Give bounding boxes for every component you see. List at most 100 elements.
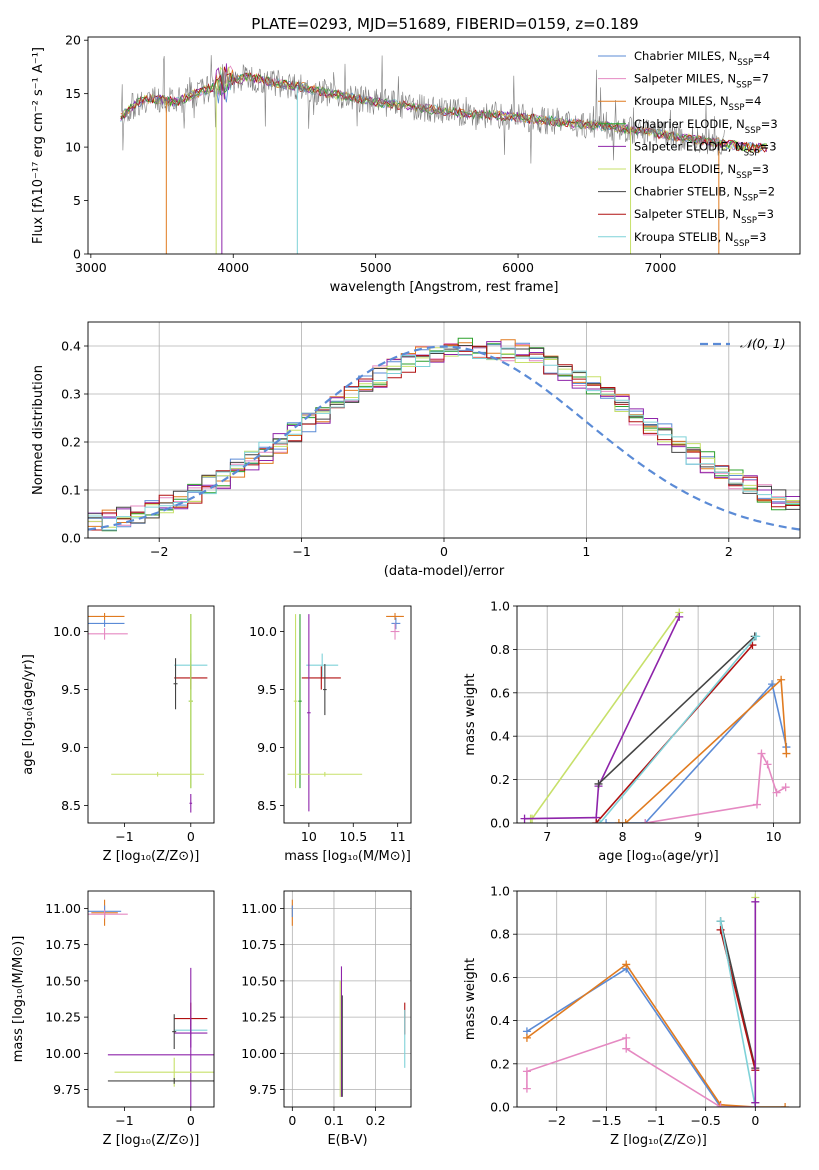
y-tick-label: 20 [65, 33, 81, 48]
model-spectrum-line [120, 66, 768, 153]
mass-weight-marker [592, 819, 601, 823]
x-tick-label: 0.2 [366, 1113, 386, 1128]
y-axis-label: age [log₁₀(age/yr)] [21, 654, 36, 775]
y-tick-label: 0.1 [61, 483, 81, 498]
x-tick-label: 4000 [217, 260, 249, 275]
errorbar-point [88, 612, 125, 620]
x-tick-label: −2 [150, 544, 168, 559]
y-axis-label: Flux [fλ10⁻¹⁷ erg cm⁻² s⁻¹ A⁻¹] [31, 47, 46, 244]
errorbar-point [88, 628, 128, 640]
mass-weight-series-line [599, 635, 757, 823]
weight-vs-Z-panel: −2 −1.5 −1 −0.5 0 0.0 0.2 0.4 0.6 0.8 1.0 Z [log₁₀(… [463, 884, 801, 1148]
y-tick-label: 1.0 [490, 599, 510, 614]
x-tick-label: −0.5 [690, 1113, 720, 1128]
mass-weight-marker [622, 960, 631, 969]
y-tick-label: 1.0 [490, 884, 510, 899]
x-tick-label: −1 [647, 1113, 665, 1128]
errorbar-point [323, 664, 327, 716]
x-tick-label: 6000 [502, 260, 534, 275]
y-tick-label: 0.0 [490, 1100, 510, 1115]
y-tick-label: 0.3 [61, 387, 81, 402]
y-tick-label: 10.25 [241, 1010, 277, 1025]
x-tick-label: 10.5 [339, 829, 367, 844]
y-tick-label: 8.5 [257, 798, 277, 813]
y-tick-label: 15 [65, 86, 81, 101]
x-tick-label: 11 [390, 829, 406, 844]
y-axis-label: mass [log₁₀(M/M⊙)] [11, 936, 26, 1063]
x-axis-label: E(B-V) [327, 1133, 367, 1148]
x-axis-label: Z [log₁₀(Z/Z⊙)] [103, 849, 200, 864]
axes-frame [87, 605, 215, 824]
mass-weight-marker [602, 819, 611, 823]
mass-weight-marker [763, 760, 772, 769]
mass-weight-marker [781, 783, 790, 792]
errorbar-point [307, 614, 311, 812]
y-tick-label: 10.50 [45, 973, 81, 988]
mass-weight-series-line [524, 616, 681, 820]
y-tick-label: 10.0 [53, 624, 81, 639]
mass-weight-marker [675, 612, 684, 621]
mass-weight-marker [752, 800, 761, 809]
weight-vs-Z-plot-area [522, 893, 790, 1107]
y-tick-label: 9.5 [257, 682, 277, 697]
y-tick-label: 0 [73, 247, 81, 262]
x-axis-label: wavelength [Angstrom, rest frame] [330, 280, 559, 295]
mass-weight-series-line [606, 682, 788, 823]
mass-weight-marker [752, 632, 761, 641]
legend-entry-label: Kroupa MILES, NSSP=4 [634, 94, 761, 113]
y-tick-label: 0.4 [61, 339, 81, 354]
x-tick-label: 1 [582, 544, 590, 559]
errorbar-point [287, 771, 363, 777]
mass-weight-marker [641, 819, 650, 823]
x-axis-label: age [log₁₀(age/yr)] [598, 849, 719, 864]
y-tick-label: 10.00 [241, 1046, 277, 1061]
y-tick-label: 0.4 [490, 729, 510, 744]
residual-histogram-step [88, 341, 800, 518]
x-tick-label: −2 [548, 1113, 566, 1128]
x-tick-label: −1 [115, 1113, 133, 1128]
x-tick-label: −1 [292, 544, 310, 559]
mass-weight-marker [751, 1098, 760, 1107]
x-tick-label: 7 [543, 829, 551, 844]
y-tick-label: 10.0 [249, 624, 277, 639]
errorbar-point [88, 909, 128, 919]
mass-weight-marker [757, 749, 766, 758]
mass-weight-marker [768, 680, 777, 689]
spectrum-panel: 3000 4000 5000 6000 7000 0 5 10 15 20 wavelength [… [31, 33, 801, 295]
mass-weight-series-line [526, 967, 756, 1107]
y-tick-label: 0.2 [61, 435, 81, 450]
x-tick-label: 7000 [645, 260, 677, 275]
axes-frame [516, 890, 801, 1108]
errorbar-point [391, 617, 401, 630]
y-tick-label: 0.2 [490, 772, 510, 787]
age-vs-mass-panel: 10 10.5 11 8.5 9.0 9.5 10.0 mass [log₁₀(M/M⊙)] [249, 605, 412, 864]
legend-entry-label: Chabrier ELODIE, NSSP=3 [634, 117, 778, 136]
x-tick-label: 9 [694, 829, 702, 844]
axes-frame [87, 890, 215, 1108]
axes-frame [283, 890, 412, 1108]
mass-weight-marker [772, 788, 781, 797]
y-tick-label: 10 [65, 140, 81, 155]
legend-entry-label: Salpeter STELIB, NSSP=3 [634, 207, 774, 226]
legend-entry-label: 𝒩(0, 1) [740, 336, 786, 351]
x-tick-label: 10 [301, 829, 317, 844]
x-axis-label: Z [log₁₀(Z/Z⊙)] [103, 1133, 200, 1148]
x-tick-label: 0.1 [324, 1113, 344, 1128]
x-axis-label: (data-model)/error [384, 564, 505, 579]
errorbar-point [173, 658, 178, 710]
mass-weight-marker [596, 819, 605, 823]
errorbar-point [298, 614, 302, 789]
errorbar-point [107, 1078, 214, 1084]
x-tick-label: 0 [751, 1113, 759, 1128]
y-axis-label: mass weight [463, 673, 478, 755]
x-tick-label: 0 [288, 1113, 296, 1128]
mass-weight-marker [782, 749, 791, 758]
axes-frame [87, 36, 801, 255]
mass-weight-marker [522, 1067, 531, 1076]
mass-weight-marker [781, 1103, 790, 1107]
y-axis-label: mass weight [463, 958, 478, 1040]
mass-weight-series-line [618, 678, 788, 823]
y-tick-label: 9.0 [61, 740, 81, 755]
mass-vs-EBV-panel: 0 0.1 0.2 9.75 10.00 10.25 10.50 10.75 11.00 E(B-… [241, 890, 412, 1148]
